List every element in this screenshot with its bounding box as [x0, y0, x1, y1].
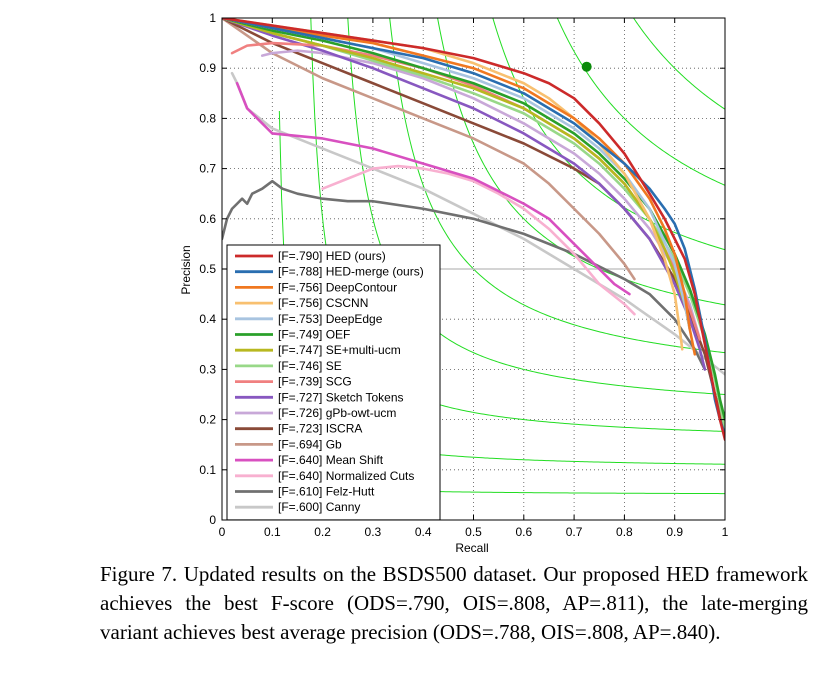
- legend-entry-label: [F=.747] SE+multi-ucm: [278, 343, 401, 357]
- legend-entry-label: [F=.753] DeepEdge: [278, 312, 383, 326]
- y-tick-label: 0.4: [199, 312, 216, 326]
- series-line: [222, 18, 697, 356]
- x-tick-label: 0.9: [666, 525, 683, 539]
- y-tick-label: 0.2: [199, 413, 216, 427]
- series-line: [222, 18, 692, 331]
- y-tick-label: 0.3: [199, 362, 216, 376]
- best-point-marker: [581, 61, 592, 72]
- series-line: [235, 81, 631, 296]
- y-tick-label: 0.7: [199, 162, 216, 176]
- x-tick-label: 0.3: [365, 525, 382, 539]
- y-tick-label: 1: [209, 11, 216, 25]
- legend-entry-label: [F=.788] HED-merge (ours): [278, 265, 424, 279]
- legend-entry-label: [F=.749] OEF: [278, 328, 350, 342]
- best-point: [581, 61, 592, 72]
- series-lines: [222, 18, 725, 441]
- iso-f-curve: [632, 18, 725, 110]
- axes: 0 0.1 0.2 0.3 0.4 0.5 0.6 0.7 0.8 0.9 1 0 0.1 0.2 0.3 0…: [199, 11, 728, 539]
- series-line: [222, 18, 725, 441]
- x-tick-label: 0.4: [415, 525, 432, 539]
- x-tick-label: 0: [219, 525, 226, 539]
- iso-f-curve: [389, 18, 725, 354]
- legend-entry-label: [F=.756] DeepContour: [278, 280, 397, 294]
- iso-f-curve: [556, 18, 725, 186]
- y-axis-label: Precision: [179, 245, 193, 294]
- pr-curve-chart: 0 0.1 0.2 0.3 0.4 0.5 0.6 0.7 0.8 0.9 1 0 0.1 0.2 0.3 0…: [179, 11, 729, 555]
- legend-entry-label: [F=.640] Mean Shift: [278, 453, 384, 467]
- series-line: [222, 18, 636, 281]
- figure-caption: Figure 7. Updated results on the BSDS500…: [100, 560, 808, 647]
- x-tick-label: 0.2: [314, 525, 331, 539]
- x-tick-label: 1: [722, 525, 729, 539]
- caption-text: Updated results on the BSDS500 dataset. …: [100, 562, 809, 644]
- y-tick-label: 0.1: [199, 463, 216, 477]
- legend-entry-label: [F=.726] gPb-owt-ucm: [278, 406, 396, 420]
- x-tick-label: 0.7: [566, 525, 583, 539]
- series-line: [321, 164, 636, 316]
- y-tick-label: 0.6: [199, 212, 216, 226]
- legend-entry-label: [F=.727] Sketch Tokens: [278, 390, 404, 404]
- iso-f-curve: [492, 18, 725, 251]
- legend-entry-label: [F=.640] Normalized Cuts: [278, 469, 414, 483]
- y-tick-label: 0.9: [199, 61, 216, 75]
- legend-entry-label: [F=.723] ISCRA: [278, 422, 362, 436]
- legend: [F=.790] HED (ours) [F=.788] HED-merge (o…: [226, 244, 441, 521]
- legend-entry-label: [F=.746] SE: [278, 359, 342, 373]
- figure-label: Figure 7.: [100, 562, 178, 586]
- x-tick-label: 0.1: [264, 525, 281, 539]
- legend-entry-label: [F=.790] HED (ours): [278, 249, 386, 263]
- legend-entry-label: [F=.694] Gb: [278, 437, 342, 451]
- y-tick-label: 0.5: [199, 262, 216, 276]
- series-line: [222, 179, 707, 371]
- legend-entry-label: [F=.610] Felz-Hutt: [278, 485, 375, 499]
- y-tick-label: 0: [209, 513, 216, 527]
- legend-entry-label: [F=.739] SCG: [278, 375, 352, 389]
- x-axis-label: Recall: [455, 541, 488, 555]
- legend-entry-label: [F=.756] CSCNN: [278, 296, 368, 310]
- series-line: [222, 18, 725, 421]
- x-tick-label: 0.6: [515, 525, 532, 539]
- y-tick-label: 0.8: [199, 111, 216, 125]
- x-tick-label: 0.8: [616, 525, 633, 539]
- legend-entry-label: [F=.600] Canny: [278, 500, 360, 514]
- x-tick-label: 0.5: [465, 525, 482, 539]
